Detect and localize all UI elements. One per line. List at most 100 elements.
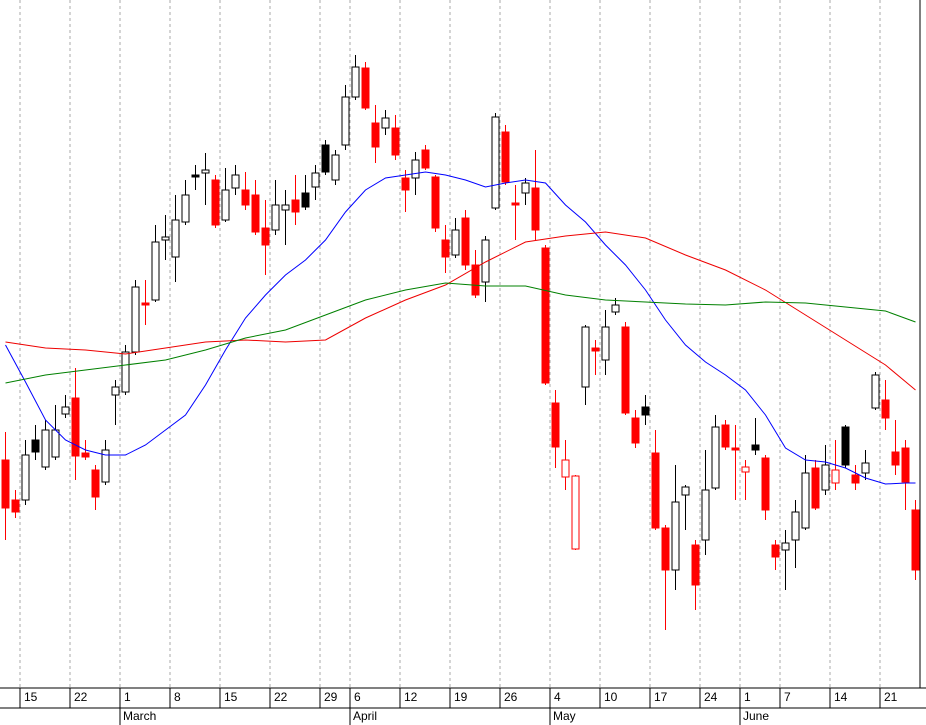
candle-body <box>381 117 390 129</box>
x-tick-label: 8 <box>174 690 181 704</box>
x-tick-label: 26 <box>504 690 518 704</box>
candle-body <box>861 462 870 474</box>
x-tick-label: 17 <box>654 690 668 704</box>
candle-body <box>691 544 700 586</box>
moving-average-line <box>5 171 916 485</box>
candle-body <box>461 217 470 266</box>
candle-body <box>441 239 450 258</box>
month-label: April <box>353 709 377 723</box>
candle-body <box>301 192 310 208</box>
candle-body <box>831 469 840 484</box>
candle-body <box>621 326 630 414</box>
candle-body <box>31 439 40 453</box>
candle-body <box>171 219 180 258</box>
candle-body <box>521 182 530 194</box>
candle-body <box>161 236 170 241</box>
candle-body <box>681 486 690 496</box>
candle-body <box>471 264 480 296</box>
month-label: March <box>123 709 156 723</box>
candle-body <box>571 475 580 550</box>
x-tick-label: 7 <box>784 690 791 704</box>
x-tick-label: 6 <box>354 690 361 704</box>
candle-body <box>71 397 80 457</box>
x-tick-label: 4 <box>554 690 561 704</box>
candle-body <box>181 194 190 223</box>
candle-body <box>151 241 160 301</box>
candle-body <box>751 444 760 451</box>
candle-body <box>771 544 780 558</box>
candle-body <box>91 469 100 498</box>
x-tick-label: 22 <box>274 690 288 704</box>
candle-body <box>481 239 490 283</box>
x-tick-label: 1 <box>744 690 751 704</box>
candle-body <box>411 159 420 179</box>
candle-body <box>611 304 620 313</box>
candle-body <box>51 429 60 458</box>
candle-body <box>11 499 20 513</box>
candle-body <box>591 347 600 352</box>
candle-body <box>401 177 410 191</box>
candle-body <box>851 474 860 484</box>
candle-body <box>841 426 850 466</box>
candle-body <box>41 429 50 468</box>
candle-body <box>251 194 260 233</box>
candle-body <box>551 402 560 448</box>
candle-body <box>791 511 800 541</box>
candle-body <box>221 189 230 221</box>
candle-body <box>601 326 610 361</box>
candle-body <box>211 179 220 226</box>
candle-body <box>231 174 240 189</box>
x-tick-label: 21 <box>884 690 898 704</box>
candle-body <box>241 189 250 206</box>
candle-body <box>541 247 550 384</box>
moving-average-line <box>5 231 916 391</box>
candle-body <box>361 67 370 109</box>
candle-body <box>511 202 520 206</box>
candle-body <box>661 527 670 571</box>
candle-body <box>711 426 720 489</box>
candle-body <box>321 144 330 173</box>
candle-body <box>421 149 430 169</box>
candle-body <box>901 447 910 483</box>
candle-body <box>101 449 110 483</box>
candle-body <box>311 172 320 188</box>
month-label: June <box>743 709 769 723</box>
x-tick-label: 15 <box>24 690 38 704</box>
x-tick-label: 24 <box>704 690 718 704</box>
x-tick-label: 15 <box>224 690 238 704</box>
candle-body <box>121 351 130 393</box>
candle-body <box>131 286 140 353</box>
candle-body <box>491 116 500 209</box>
candle-body <box>1 459 10 509</box>
candle-body <box>141 302 150 306</box>
moving-average-line <box>5 282 916 384</box>
candle-body <box>351 66 360 98</box>
candle-body <box>911 509 920 571</box>
candle-body <box>761 457 770 511</box>
candle-body <box>731 447 740 451</box>
candle-body <box>881 399 890 419</box>
candle-body <box>271 204 280 231</box>
x-tick-label: 29 <box>324 690 338 704</box>
candle-body <box>341 96 350 146</box>
candle-body <box>811 467 820 509</box>
candle-body <box>191 174 200 178</box>
candle-body <box>871 374 880 409</box>
candle-body <box>671 501 680 571</box>
candle-body <box>741 466 750 473</box>
candle-body <box>331 154 340 181</box>
candle-body <box>111 386 120 396</box>
candle-body <box>391 127 400 156</box>
x-tick-label: 10 <box>604 690 618 704</box>
candle-body <box>801 472 810 529</box>
candle-body <box>721 424 730 448</box>
candle-body <box>641 406 650 416</box>
month-label: May <box>553 709 576 723</box>
candle-body <box>261 227 270 246</box>
candle-body <box>651 452 660 529</box>
candle-body <box>81 452 90 458</box>
x-tick-label: 14 <box>834 690 848 704</box>
candle-body <box>891 451 900 466</box>
candle-body <box>821 464 830 491</box>
